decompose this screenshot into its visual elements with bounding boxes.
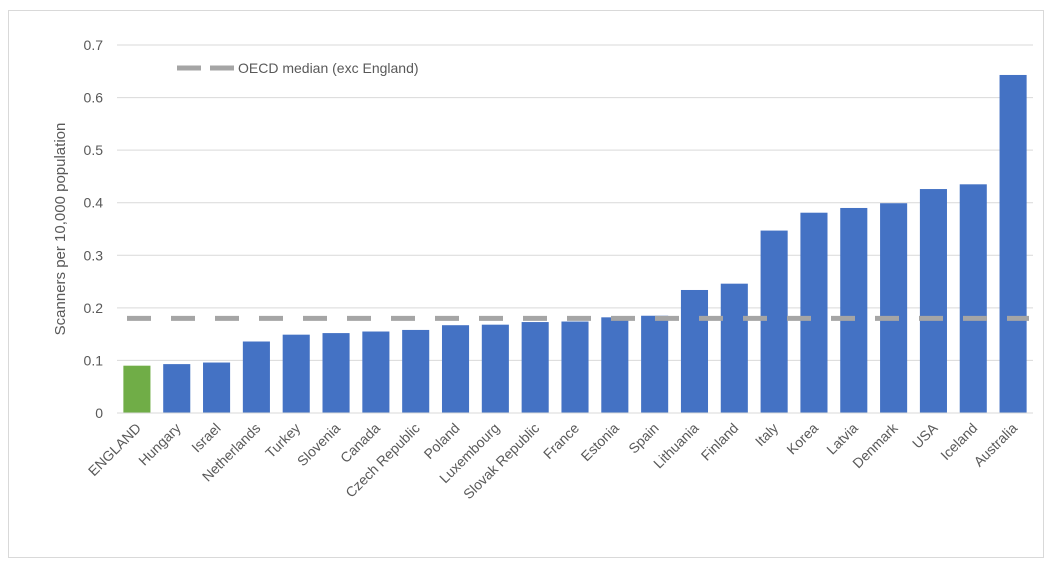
y-axis-label: Scanners per 10,000 population (52, 123, 69, 336)
x-tick-label: Finland (698, 420, 742, 464)
x-tick-label: Italy (752, 420, 781, 449)
bar-estonia (601, 317, 629, 413)
bar-poland (441, 325, 470, 413)
bar-slovenia (322, 333, 350, 413)
y-tick-label: 0.1 (84, 352, 104, 368)
y-axis-ticks: 0 0.1 0.2 0.3 0.4 0.5 0.6 0.7 (84, 37, 104, 421)
gridlines (117, 44, 1033, 361)
bar-england (123, 365, 151, 413)
bar-luxembourg (481, 324, 509, 413)
bar-denmark (880, 203, 908, 413)
x-tick-label: USA (909, 419, 941, 451)
bar-australia (999, 74, 1027, 414)
y-tick-label: 0.7 (84, 37, 104, 53)
y-tick-label: 0.6 (84, 90, 104, 106)
x-tick-label: Estonia (578, 420, 622, 464)
y-tick-label: 0.4 (84, 195, 104, 211)
bar-finland (720, 283, 748, 413)
bar-latvia (840, 207, 868, 413)
y-tick-label: 0.5 (84, 142, 104, 158)
x-tick-label: Denmark (849, 419, 901, 471)
bar-turkey (282, 334, 310, 413)
bar-usa (919, 189, 947, 413)
bar-italy (760, 230, 788, 413)
bar-iceland (959, 184, 987, 413)
bar-korea (800, 212, 828, 413)
x-tick-label: ENGLAND (85, 420, 144, 479)
bar-slovak-republic (521, 322, 549, 413)
x-tick-label: Korea (783, 420, 821, 458)
legend: OECD median (exc England) (177, 60, 419, 76)
x-tick-label: Slovenia (294, 420, 343, 469)
x-tick-label: Spain (625, 420, 662, 457)
bar-czech-republic (402, 329, 430, 413)
x-tick-label: Israel (188, 420, 224, 456)
chart-frame: 0 0.1 0.2 0.3 0.4 0.5 0.6 0.7 ENGLAND Hungary Isr… (8, 10, 1044, 558)
bar-spain (641, 315, 669, 413)
bar-lithuania (680, 289, 709, 413)
legend-label: OECD median (exc England) (238, 60, 419, 76)
bar-netherlands (242, 341, 270, 413)
bar-canada (362, 331, 390, 413)
y-tick-label: 0 (95, 405, 103, 421)
y-tick-label: 0.2 (84, 300, 104, 316)
x-tick-label: France (540, 420, 582, 462)
x-tick-label: Latvia (823, 420, 861, 458)
x-tick-label: Australia (970, 420, 1020, 470)
bar-france (561, 321, 589, 413)
x-tick-label: Czech Republic (342, 420, 423, 501)
x-tick-label: Hungary (135, 420, 184, 469)
bars (123, 74, 1027, 414)
bar-israel (203, 362, 231, 413)
bar-hungary (163, 364, 191, 413)
y-tick-label: 0.3 (84, 247, 104, 263)
